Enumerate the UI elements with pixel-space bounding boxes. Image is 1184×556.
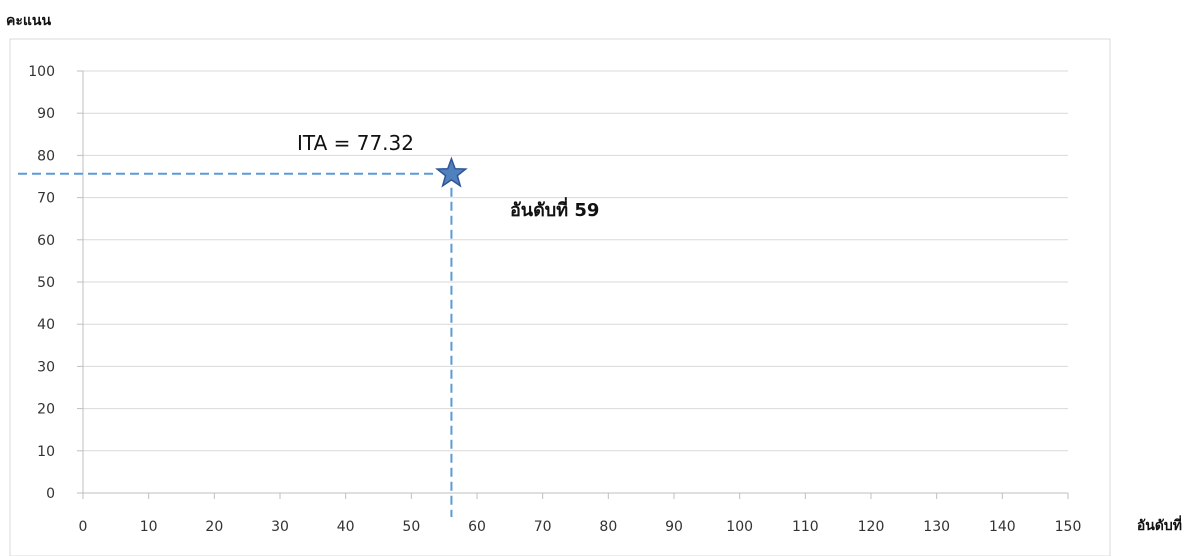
y-tick-label-60: 60 <box>37 233 55 249</box>
x-tick-label-0: 0 <box>79 519 88 535</box>
x-tick-label-40: 40 <box>337 519 355 535</box>
y-tick-label-0: 0 <box>46 486 55 502</box>
y-axis-title: คะแนน <box>6 13 51 29</box>
y-tick-labels: 0 10 20 30 40 50 60 70 80 90 100 <box>28 64 55 502</box>
x-tick-label-130: 130 <box>923 519 950 535</box>
x-tick-label-50: 50 <box>402 519 420 535</box>
x-tick-label-10: 10 <box>140 519 158 535</box>
x-tick-label-30: 30 <box>271 519 289 535</box>
x-tick-label-80: 80 <box>599 519 617 535</box>
x-axis-title: อันดับที่ <box>1137 515 1182 534</box>
x-tick-label-110: 110 <box>792 519 819 535</box>
y-tick-label-30: 30 <box>37 359 55 375</box>
x-tick-label-70: 70 <box>534 519 552 535</box>
y-tick-label-70: 70 <box>37 191 55 207</box>
x-tick-label-60: 60 <box>468 519 486 535</box>
x-tick-labels: 0 10 20 30 40 50 60 70 80 90 100 110 120 130 140 150 <box>79 519 1082 535</box>
axes <box>77 71 1068 499</box>
star-marker-point <box>437 159 466 186</box>
x-tick-label-100: 100 <box>726 519 753 535</box>
x-tick-label-150: 150 <box>1055 519 1082 535</box>
data-points <box>437 159 466 186</box>
y-tick-label-80: 80 <box>37 148 55 164</box>
y-tick-label-20: 20 <box>37 402 55 418</box>
rank-annotation: อันดับที่ 59 <box>510 197 599 221</box>
x-tick-label-90: 90 <box>665 519 683 535</box>
y-tick-label-100: 100 <box>28 64 55 80</box>
y-tick-label-10: 10 <box>37 444 55 460</box>
value-annotation: ITA = 77.32 <box>297 131 414 155</box>
chart-frame <box>10 39 1110 556</box>
y-tick-label-50: 50 <box>37 275 55 291</box>
x-tick-label-120: 120 <box>858 519 885 535</box>
y-tick-label-40: 40 <box>37 317 55 333</box>
gridlines <box>83 71 1068 451</box>
y-tick-label-90: 90 <box>37 106 55 122</box>
x-tick-label-20: 20 <box>205 519 223 535</box>
x-tick-label-140: 140 <box>989 519 1016 535</box>
